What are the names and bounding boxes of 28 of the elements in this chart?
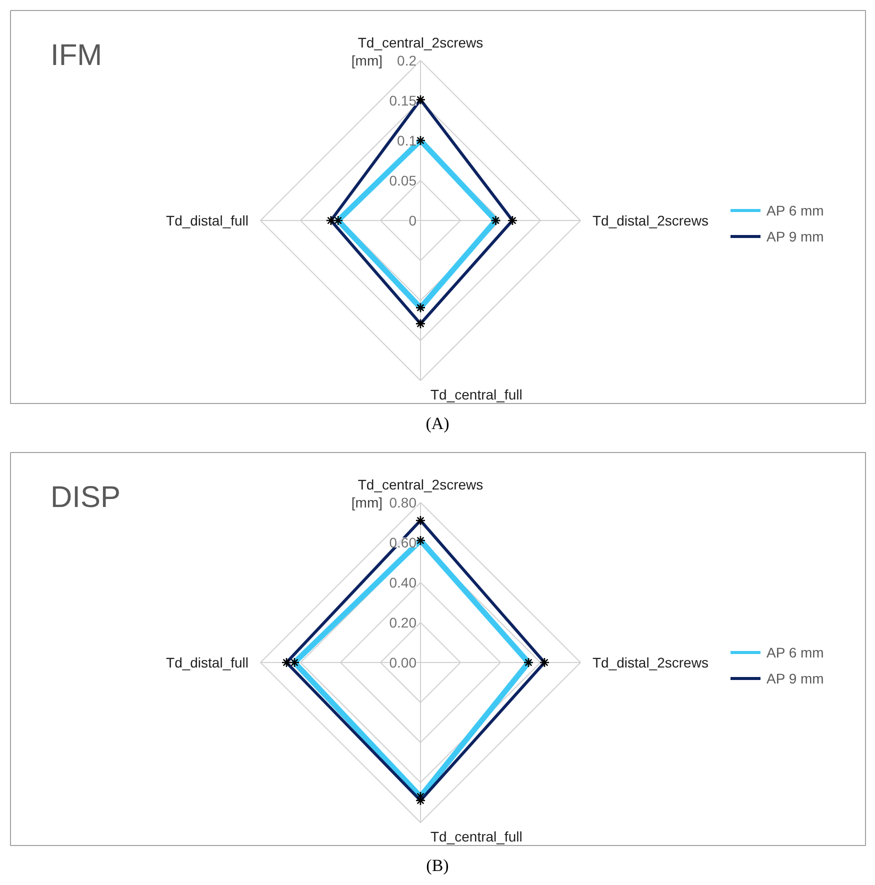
text: [mm]	[351, 494, 383, 510]
legend-label: AP 9 mm	[766, 670, 824, 686]
text: (A)	[426, 414, 450, 433]
spoke-label: Td_central_2screws	[358, 34, 484, 50]
legend-label: AP 9 mm	[766, 228, 824, 244]
legend-label: AP 6 mm	[766, 644, 824, 660]
spoke-label: Td_distal_full	[166, 212, 249, 228]
legend-label: AP 6 mm	[766, 202, 824, 218]
text: [mm]	[351, 52, 383, 68]
chart-title: IFM	[50, 39, 102, 72]
y-tick-label: 0.00	[389, 654, 417, 670]
spoke-label: Td_central_2screws	[358, 476, 484, 492]
spoke-label: Td_distal_2screws	[592, 654, 708, 670]
spoke-label: Td_central_full	[430, 386, 522, 402]
y-tick-label: 0.05	[389, 172, 417, 188]
y-tick-label: 0.2	[397, 52, 417, 68]
y-tick-label: 0.15	[389, 92, 417, 108]
chart-title: DISP	[50, 481, 121, 514]
spoke-label: Td_central_full	[430, 828, 522, 844]
spoke-label: Td_distal_2screws	[592, 212, 708, 228]
y-tick-label: 0.1	[397, 132, 417, 148]
y-tick-label: 0.80	[389, 494, 417, 510]
spoke-label: Td_distal_full	[166, 654, 249, 670]
y-tick-label: 0.60	[389, 534, 417, 550]
y-tick-label: 0.40	[389, 574, 417, 590]
y-tick-label: 0	[408, 212, 417, 228]
y-tick-label: 0.20	[389, 614, 417, 630]
text: (B)	[426, 856, 449, 875]
